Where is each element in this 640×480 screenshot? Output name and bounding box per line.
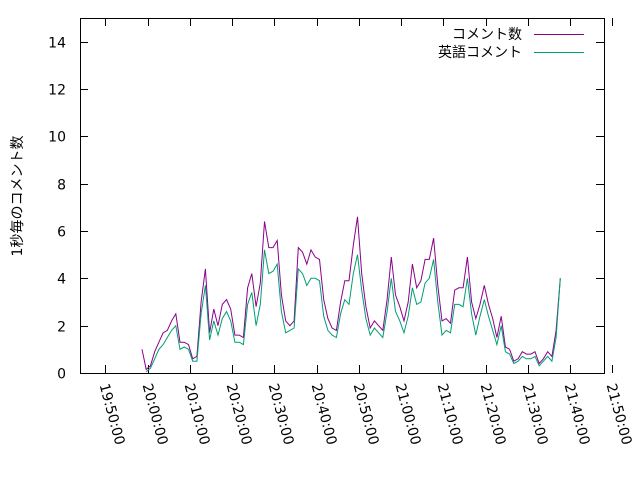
y-tick-label: 14 — [48, 36, 66, 52]
x-axis: 19:50:00 20:00:00 20:10:00 20:20:00 20:30:00… — [96, 18, 635, 447]
x-tick-label: 20:40:00 — [308, 382, 340, 447]
y-tick-label: 2 — [57, 320, 66, 336]
x-tick-label: 20:20:00 — [223, 382, 255, 447]
x-tick-label: 21:10:00 — [434, 382, 466, 447]
y-tick-label: 0 — [57, 367, 66, 383]
legend-label: コメント数 — [452, 27, 522, 43]
x-tick-label: 21:20:00 — [477, 382, 509, 447]
y-tick-label: 12 — [48, 83, 66, 99]
y-axis-label: 1秒毎のコメント数 — [10, 136, 26, 257]
x-tick-label: 21:50:00 — [603, 382, 635, 447]
y-tick-label: 6 — [57, 225, 66, 241]
x-tick-label: 20:10:00 — [181, 382, 213, 447]
x-tick-label: 21:30:00 — [519, 382, 551, 447]
x-tick-label: 21:00:00 — [392, 382, 424, 447]
y-tick-label: 8 — [57, 178, 66, 194]
series-line-2 — [145, 249, 561, 373]
y-tick-label: 4 — [57, 272, 66, 288]
y-tick-label: 10 — [48, 130, 66, 146]
x-tick-label: 20:50:00 — [350, 382, 382, 447]
x-tick-label: 20:00:00 — [139, 382, 171, 447]
x-tick-label: 19:50:00 — [96, 382, 128, 447]
x-tick-label: 20:30:00 — [265, 382, 297, 447]
plot-frame — [80, 18, 605, 374]
y-axis: 0 2 4 6 8 10 12 14 — [48, 36, 604, 383]
series-layer — [141, 216, 561, 373]
x-tick-label: 21:40:00 — [561, 382, 593, 447]
legend-label: 英語コメント — [438, 44, 522, 61]
series-line-1 — [141, 216, 561, 371]
